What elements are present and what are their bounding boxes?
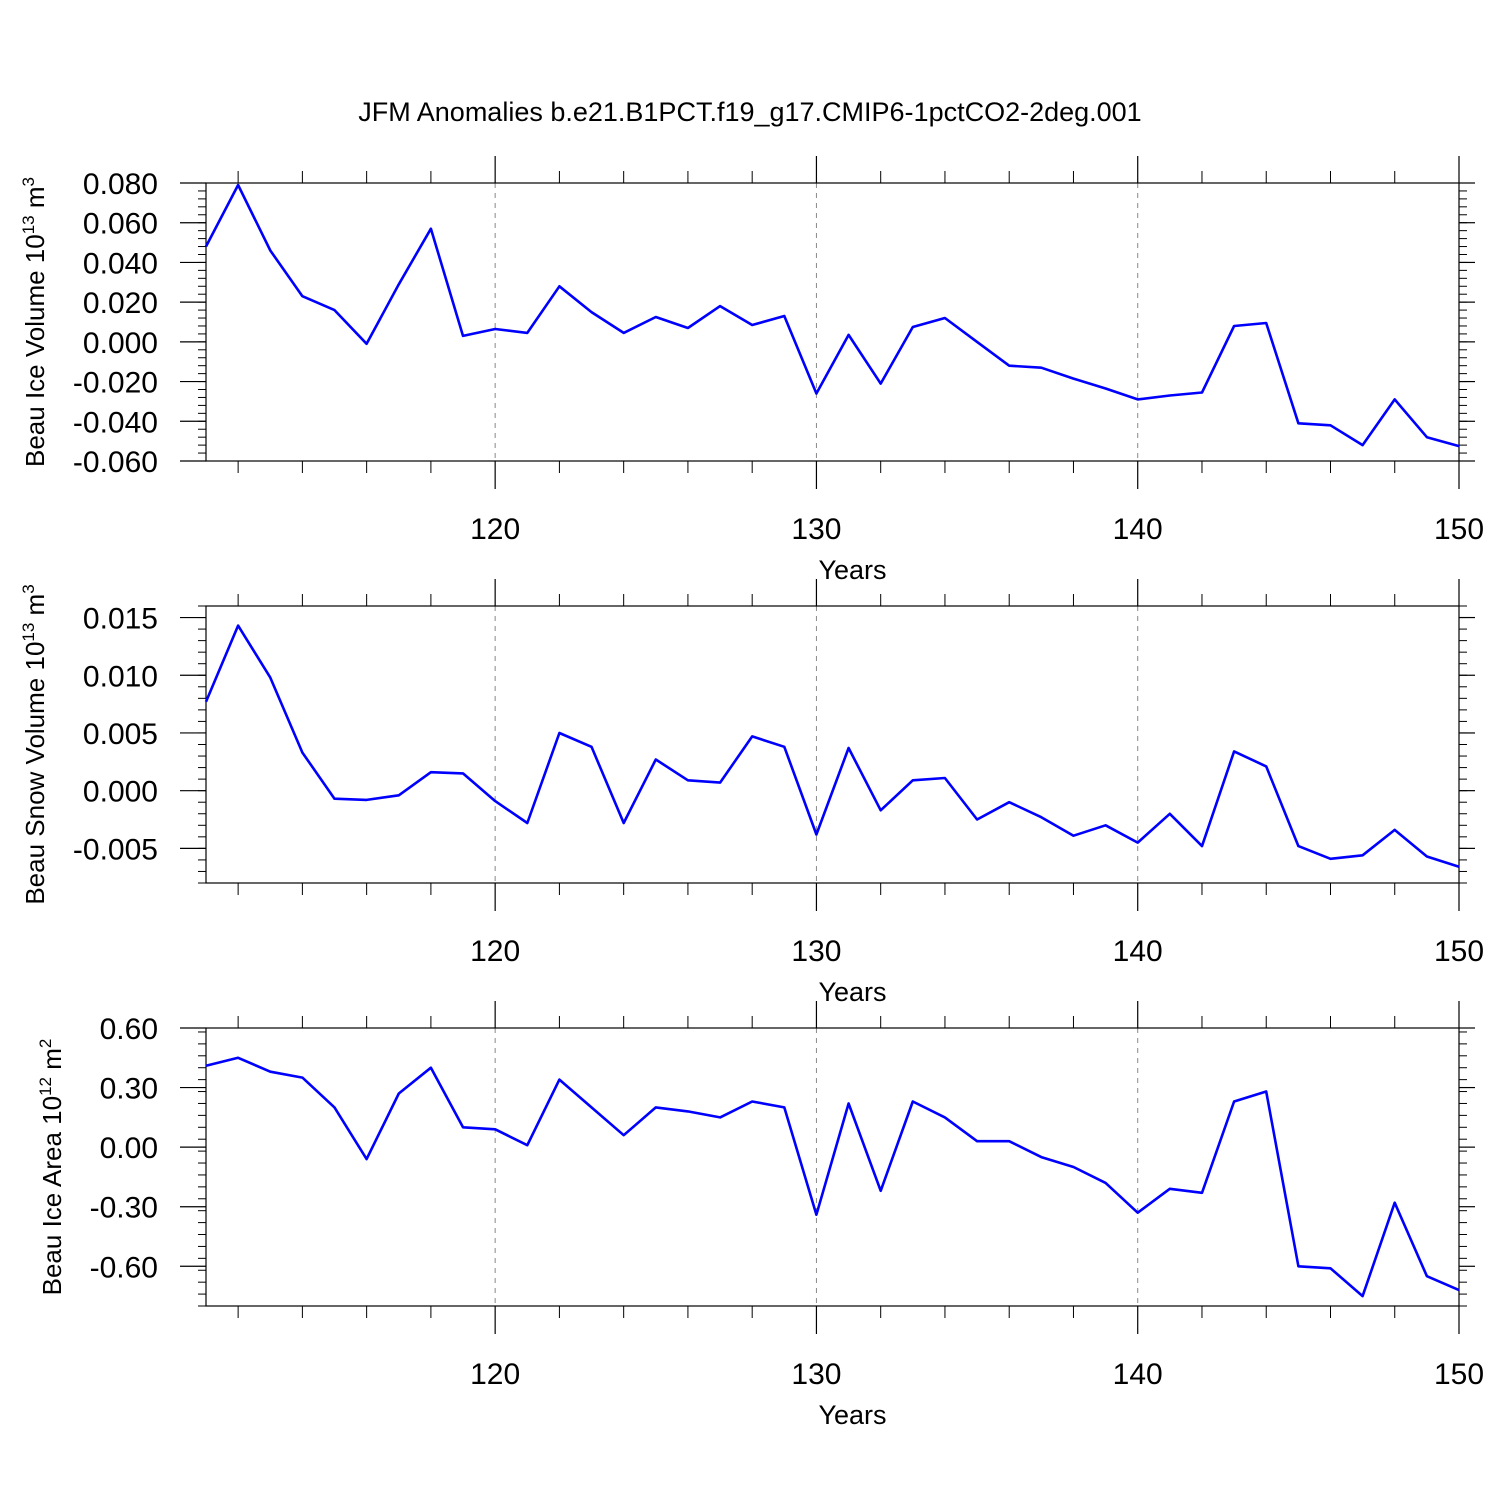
y-tick-label: 0.000 bbox=[83, 776, 158, 809]
series-line bbox=[204, 624, 1460, 869]
y-axis-label: Beau Ice Volume 1013 m3 bbox=[19, 177, 50, 467]
series-line bbox=[205, 1056, 1460, 1298]
y-tick-label: 0.080 bbox=[83, 168, 158, 201]
y-axis-label: Beau Ice Area 1012 m2 bbox=[36, 1039, 67, 1296]
y-tick-label: -0.040 bbox=[73, 406, 158, 439]
y-label-unit: m bbox=[20, 186, 50, 215]
plot-frame bbox=[205, 1027, 1460, 1307]
x-tick-label: 140 bbox=[1113, 513, 1163, 546]
y-tick-label: 0.010 bbox=[83, 660, 158, 693]
y-label-unit-exponent: 2 bbox=[36, 1039, 55, 1048]
x-tick-label: 120 bbox=[470, 513, 520, 546]
plot-frame bbox=[205, 605, 1460, 884]
x-tick-label: 140 bbox=[1113, 935, 1163, 968]
plot-frame bbox=[205, 182, 1460, 462]
y-tick-label: 0.020 bbox=[83, 287, 158, 320]
y-label-unit-exponent: 3 bbox=[19, 584, 38, 593]
x-tick-label: 130 bbox=[791, 1358, 841, 1391]
y-label-exponent: 13 bbox=[19, 623, 38, 642]
x-tick-label: 120 bbox=[470, 1358, 520, 1391]
y-label-unit: m bbox=[20, 594, 50, 623]
x-tick-label: 130 bbox=[791, 513, 841, 546]
x-axis-label: Years bbox=[818, 977, 886, 1007]
series-line bbox=[204, 183, 1460, 448]
x-tick-label: 130 bbox=[791, 935, 841, 968]
y-tick-label: 0.000 bbox=[83, 327, 158, 360]
chart-panel-2: 120 130 140 150 0.015 0.010 0.005 0.000 -0.005 Ye… bbox=[19, 579, 1484, 1007]
y-tick-label: -0.020 bbox=[73, 367, 158, 400]
y-tick-label: 0.60 bbox=[100, 1013, 158, 1046]
y-label-unit-exponent: 3 bbox=[19, 177, 38, 186]
y-tick-label: 0.00 bbox=[100, 1132, 158, 1165]
x-axis-label: Years bbox=[818, 555, 886, 585]
y-tick-label: 0.30 bbox=[100, 1073, 158, 1106]
y-label-exponent: 13 bbox=[19, 215, 38, 234]
x-tick-label: 140 bbox=[1113, 1358, 1163, 1391]
chart-panel-1: 120 130 140 150 0.080 0.060 0.040 0.020 0.000 -0.… bbox=[19, 156, 1484, 585]
y-tick-label: -0.60 bbox=[90, 1251, 158, 1284]
y-tick-label: -0.005 bbox=[73, 833, 158, 866]
chart-panel-3: 120 130 140 150 0.60 0.30 0.00 -0.30 -0.60 Years B… bbox=[36, 1001, 1484, 1430]
y-axis-label: Beau Snow Volume 1013 m3 bbox=[19, 584, 50, 904]
y-tick-label: 0.040 bbox=[83, 247, 158, 280]
x-tick-label: 150 bbox=[1434, 513, 1484, 546]
x-axis-label: Years bbox=[818, 1400, 886, 1430]
y-tick-label: 0.005 bbox=[83, 718, 158, 751]
chart-title: JFM Anomalies b.e21.B1PCT.f19_g17.CMIP6-… bbox=[358, 97, 1141, 127]
x-tick-label: 150 bbox=[1434, 935, 1484, 968]
y-tick-label: 0.060 bbox=[83, 208, 158, 241]
y-tick-label: -0.30 bbox=[90, 1192, 158, 1225]
x-tick-label: 120 bbox=[470, 935, 520, 968]
y-label-text: Beau Snow Volume 10 bbox=[20, 642, 50, 905]
x-tick-label: 150 bbox=[1434, 1358, 1484, 1391]
y-label-exponent: 12 bbox=[36, 1077, 55, 1096]
y-label-text: Beau Ice Area 10 bbox=[37, 1096, 67, 1295]
y-label-unit: m bbox=[37, 1048, 67, 1077]
y-tick-label: 0.015 bbox=[83, 603, 158, 636]
y-tick-label: -0.060 bbox=[73, 446, 158, 479]
y-label-text: Beau Ice Volume 10 bbox=[20, 234, 50, 467]
